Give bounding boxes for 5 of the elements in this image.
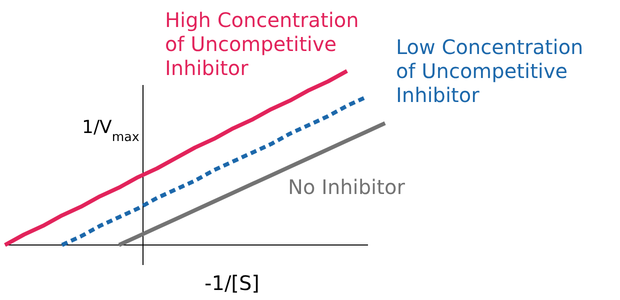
y-axis-title: 1/V$_{max}$ [82, 117, 140, 144]
x-axis-title: -1/[S] [204, 271, 260, 295]
series-label: No Inhibitor [288, 175, 406, 199]
series-label: High Concentration of Uncompetitive Inhibitor [165, 8, 359, 80]
series-label: Low Concentration of Uncompetitive Inhibitor [396, 35, 584, 107]
